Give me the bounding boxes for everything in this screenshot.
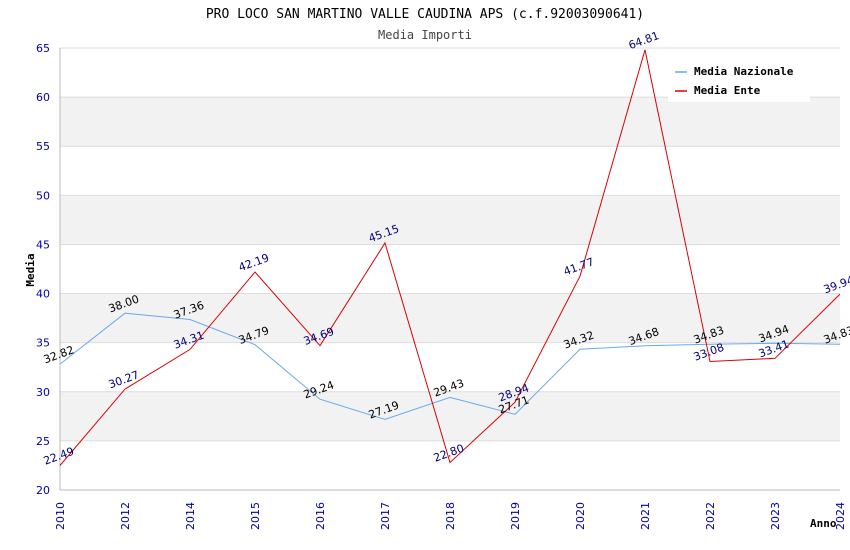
x-axis-title: Anno [810, 517, 837, 530]
y-tick-label: 45 [36, 238, 50, 251]
x-tick-label: 2010 [54, 502, 67, 530]
x-tick-label: 2014 [184, 502, 197, 530]
y-axis-title: Media [24, 253, 37, 286]
data-label-ente: 64.81 [627, 29, 661, 52]
x-tick-label: 2019 [509, 502, 522, 530]
x-tick-label: 2017 [379, 502, 392, 530]
legend: Media Nazionale Media Ente [668, 58, 810, 102]
x-tick-label: 2024 [834, 502, 847, 530]
x-tick-labels: 2010 2012 2014 2015 2016 2017 2018 2019 2020 2021… [54, 502, 847, 530]
data-label-ente: 42.19 [237, 251, 271, 274]
x-tick-label: 2021 [639, 502, 652, 530]
data-label-ente: 41.77 [562, 255, 596, 278]
y-tick-label: 35 [36, 337, 50, 350]
series-line-ente [59, 49, 841, 466]
band [60, 391, 840, 441]
y-tick-label: 55 [36, 140, 50, 153]
y-tick-label: 40 [36, 288, 50, 301]
x-tick-label: 2016 [314, 502, 327, 530]
x-tick-label: 2023 [769, 502, 782, 530]
legend-label-ente: Media Ente [694, 84, 761, 97]
band [60, 293, 840, 343]
y-tick-label: 20 [36, 484, 50, 497]
y-tick-label: 25 [36, 435, 50, 448]
y-tick-labels: 20 25 30 35 40 45 50 55 60 65 [36, 42, 50, 497]
y-tick-label: 30 [36, 386, 50, 399]
data-label-ente: 30.27 [107, 368, 141, 391]
series-line-nazionale [59, 312, 841, 420]
legend-label-nazionale: Media Nazionale [694, 65, 794, 78]
series-lines [59, 49, 841, 466]
y-tick-label: 65 [36, 42, 50, 55]
x-tick-label: 2015 [249, 502, 262, 530]
data-label-ente: 39.94 [822, 273, 850, 296]
legend-box [668, 58, 810, 102]
x-tick-label: 2012 [119, 502, 132, 530]
data-label-ente: 22.80 [432, 442, 466, 465]
y-tick-label: 50 [36, 189, 50, 202]
band [60, 97, 840, 147]
chart-title: PRO LOCO SAN MARTINO VALLE CAUDINA APS (… [206, 7, 644, 22]
background-bands [60, 97, 840, 441]
y-tick-label: 60 [36, 91, 50, 104]
data-label-ente: 22.49 [42, 445, 76, 468]
chart-subtitle: Media Importi [378, 28, 472, 42]
band [60, 195, 840, 245]
x-tick-label: 2018 [444, 502, 457, 530]
x-tick-label: 2022 [704, 502, 717, 530]
x-tick-label: 2020 [574, 502, 587, 530]
